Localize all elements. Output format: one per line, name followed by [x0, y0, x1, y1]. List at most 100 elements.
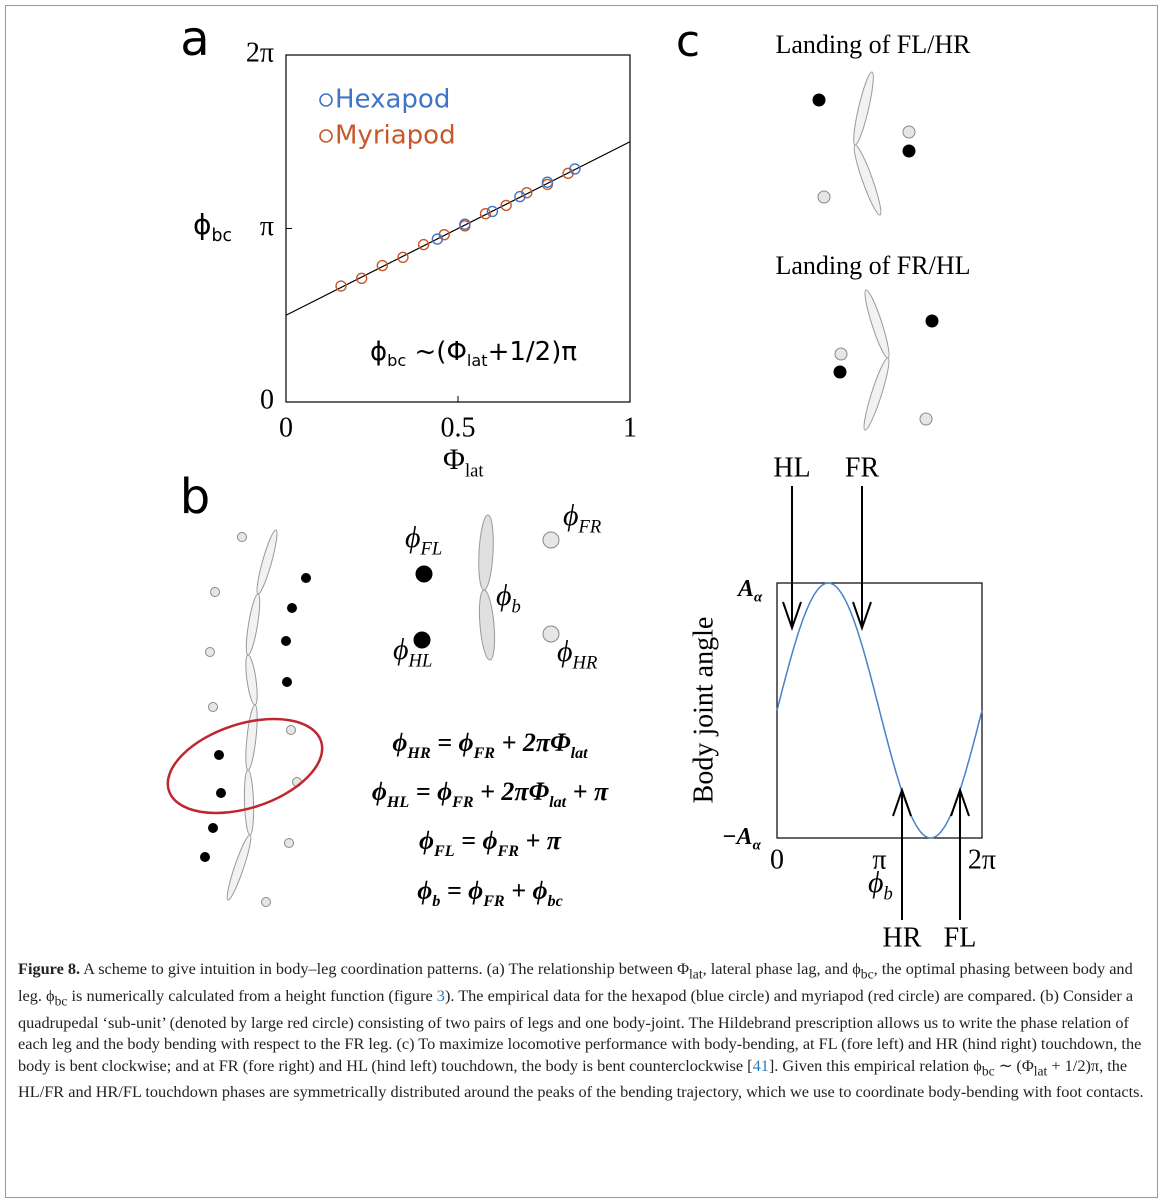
leg-dot-open	[834, 347, 848, 361]
leg-dot-filled	[301, 573, 311, 583]
caption: Figure 8. A scheme to give intuition in …	[18, 958, 1146, 1103]
leg-dot-open	[205, 647, 215, 657]
text-run: ϕ	[496, 579, 512, 612]
x-axis-label: ϕb	[868, 866, 893, 905]
subscript: bc	[387, 351, 406, 370]
panel-label: a	[180, 11, 209, 67]
subscript: FR	[578, 517, 602, 538]
arrow-head	[950, 786, 970, 817]
subscript: FL	[433, 843, 455, 860]
body-segment	[863, 357, 890, 431]
caption-subscript: lat	[689, 966, 703, 982]
text-run: ϕ	[417, 876, 432, 905]
caption-text: , the optimal phasing between body and l…	[18, 959, 1133, 1005]
legend-label: Myriapod	[335, 121, 456, 151]
subscript: lat	[467, 351, 488, 370]
body-segment	[245, 704, 258, 771]
leg-dot-open	[208, 702, 218, 712]
text-run: A	[736, 576, 754, 602]
text-run: + ϕ	[505, 876, 548, 905]
leg-dot-filled	[216, 788, 226, 798]
body-segment	[478, 514, 494, 591]
text-run: −A	[722, 824, 753, 850]
y-tick-label: −Aα	[722, 824, 762, 854]
phase-label: ϕFL	[405, 521, 442, 560]
subscript: HR	[406, 745, 431, 762]
caption-subscript: bc	[981, 1062, 995, 1078]
data-point	[417, 238, 430, 251]
text-run: ϕ	[193, 208, 211, 241]
subscript: α	[753, 838, 762, 854]
arrow-label: HL	[773, 452, 810, 483]
annotation: ϕbc ~(Φlat+1/2)π	[370, 337, 577, 370]
leg-dot-filled	[833, 365, 847, 379]
body-segment	[853, 144, 882, 216]
equation: ϕHL = ϕFR + 2πΦlat + π	[372, 777, 609, 811]
caption-text: is numerically calculated from a height …	[67, 985, 437, 1005]
leg-dot-open	[542, 531, 560, 549]
text-run: = ϕ	[409, 777, 452, 806]
text-run: = ϕ	[455, 826, 498, 855]
data-point	[486, 205, 499, 218]
text-run: ϕ	[370, 337, 387, 367]
data-point	[355, 272, 368, 284]
landing-title: Landing of FR/HL	[776, 251, 971, 280]
phase-label: ϕb	[496, 579, 521, 618]
subscript: α	[754, 590, 763, 606]
phase-label: ϕHL	[393, 633, 432, 672]
sub-unit-circle	[166, 717, 324, 815]
y-tick-label: π	[260, 211, 274, 242]
data-point	[335, 280, 347, 292]
arrow-label: FL	[944, 922, 977, 953]
data-point	[521, 186, 533, 199]
arrow-label: HR	[883, 922, 922, 953]
body-segment	[256, 529, 278, 595]
caption-label: Figure 8.	[18, 959, 81, 978]
phase-label: ϕFR	[563, 499, 602, 538]
arrow-head	[782, 601, 802, 632]
leg-dot-filled	[287, 603, 297, 613]
text-run: ϕ	[419, 826, 434, 855]
body-segment	[478, 589, 496, 661]
data-point	[541, 178, 554, 191]
body-segment	[864, 289, 890, 359]
leg-dot-filled	[902, 144, 916, 158]
equation: ϕHR = ϕFR + 2πΦlat	[392, 728, 588, 762]
y-tick-label: 2π	[246, 37, 274, 68]
leg-dot-filled	[281, 636, 291, 646]
legend-marker	[319, 93, 333, 107]
equation: ϕFL = ϕFR + π	[419, 826, 562, 860]
x-tick-label: π	[872, 844, 886, 875]
text-run: ϕ	[868, 866, 884, 899]
data-point	[376, 259, 389, 272]
leg-dot-open	[919, 412, 933, 426]
leg-dot-filled	[413, 631, 431, 649]
leg-dot-filled	[282, 677, 292, 687]
body-segment	[245, 593, 261, 656]
subscript: HL	[408, 651, 433, 672]
subscript: b	[432, 893, 440, 910]
text-run: = ϕ	[440, 876, 483, 905]
x-tick-label: 1	[623, 412, 637, 443]
caption-subscript: lat	[1033, 1062, 1048, 1078]
caption-text: + 1/2)π, the HL/FR and HR/FL touchdown p…	[18, 1055, 1144, 1102]
subscript: FL	[420, 539, 443, 560]
arrow-head	[852, 601, 872, 632]
text-run: +1/2)π	[488, 337, 577, 367]
caption-text: A scheme to give intuition in body–leg c…	[80, 959, 690, 978]
body-segment	[853, 71, 874, 146]
text-run: ϕ	[563, 499, 579, 532]
x-axis-label: Φlat	[443, 443, 484, 482]
y-axis-label: Body joint angle	[688, 617, 719, 804]
bending-curve	[776, 582, 983, 839]
panel-label: c	[676, 16, 700, 67]
subscript: b	[512, 597, 521, 618]
data-point	[514, 190, 526, 203]
subscript: FR	[482, 893, 505, 910]
leg-dot-filled	[925, 314, 939, 328]
subscript: lat	[549, 794, 567, 811]
x-tick-label: 0	[279, 412, 293, 443]
leg-dot-open	[237, 532, 247, 542]
leg-dot-filled	[812, 93, 826, 107]
